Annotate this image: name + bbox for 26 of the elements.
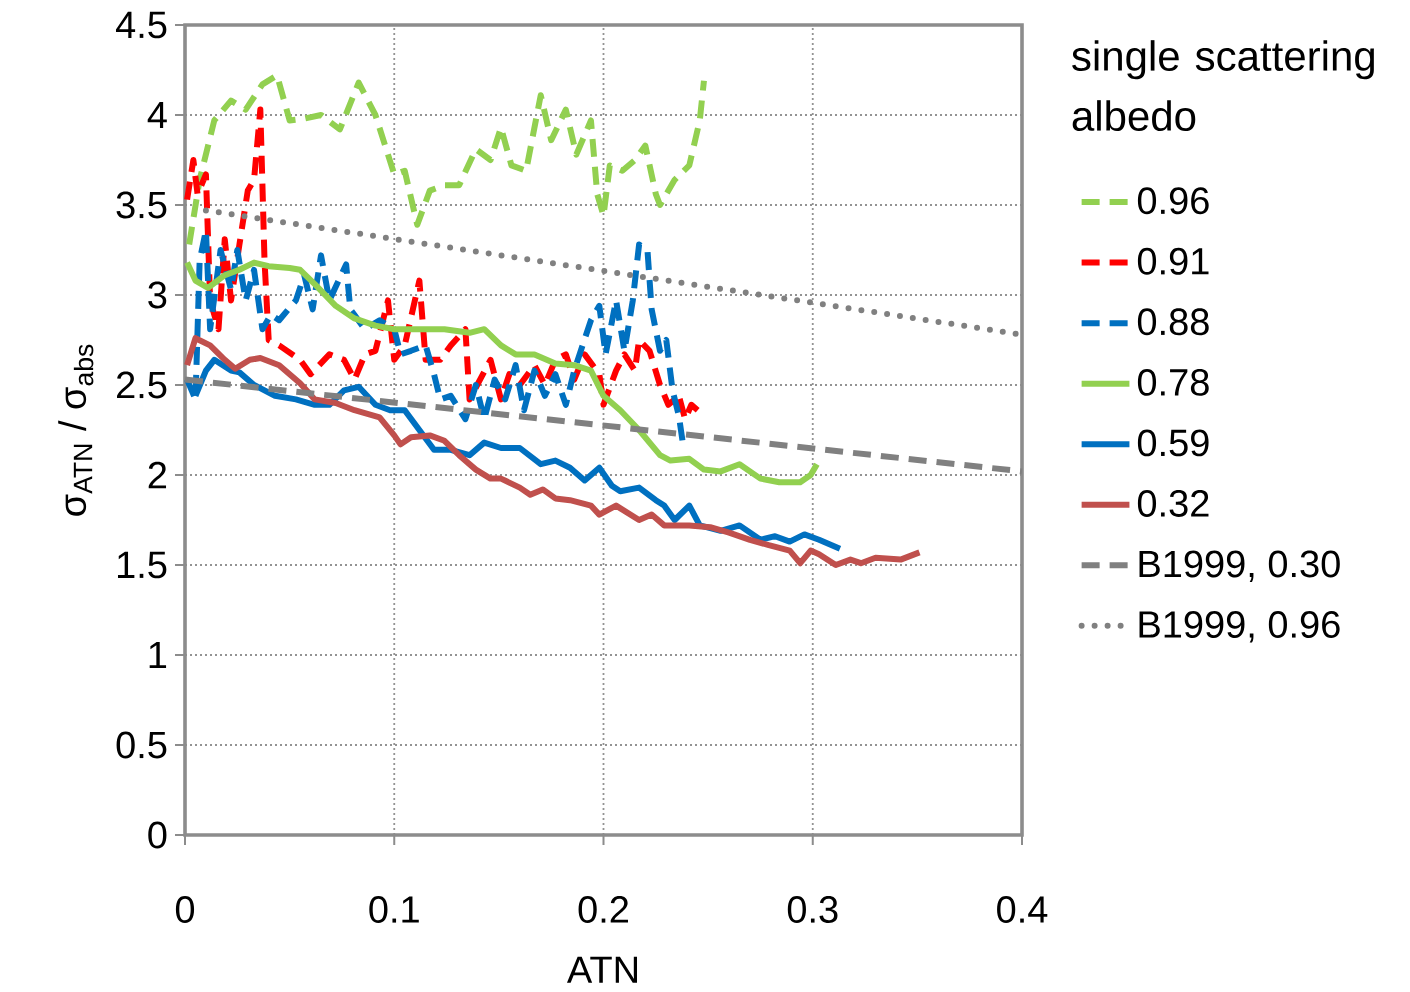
x-tick-label: 0 <box>175 896 195 923</box>
legend-label: 0.88 <box>1137 308 1209 336</box>
y-tick-label: 4 <box>147 101 167 129</box>
legend-label: B1999, 0.30 <box>1139 550 1340 582</box>
legend-label: 0.96 <box>1137 187 1209 215</box>
y-tick-label: 1 <box>149 641 167 669</box>
legend-label: 0.78 <box>1137 368 1209 396</box>
x-axis-title: ATN <box>566 956 638 983</box>
legend-label: 0.91 <box>1137 247 1209 275</box>
legend-label: 0.59 <box>1137 429 1209 457</box>
y-tick-label: 2.5 <box>117 371 167 399</box>
y-tick-label: 0.5 <box>116 731 167 759</box>
y-tick-label: 0 <box>148 821 167 849</box>
x-tick-label: 0.4 <box>997 896 1048 923</box>
legend-label: B1999, 0.96 <box>1139 611 1340 643</box>
y-tick-label: 4.5 <box>115 11 167 39</box>
y-tick-label: 3 <box>148 281 167 309</box>
y-tick-label: 3.5 <box>116 191 167 219</box>
y-axis-title: σ$_{ATN}$ / σ$_{abs}$ <box>58 344 94 516</box>
legend-label: 0.32 <box>1137 489 1209 517</box>
x-tick-label: 0.1 <box>369 896 419 923</box>
legend-title: single scattering albedo <box>1072 40 1374 131</box>
y-tick-label: 1.5 <box>117 551 167 579</box>
x-tick-label: 0.3 <box>787 896 838 923</box>
x-tick-label: 0.2 <box>578 896 629 923</box>
y-tick-label: 2 <box>148 461 167 489</box>
